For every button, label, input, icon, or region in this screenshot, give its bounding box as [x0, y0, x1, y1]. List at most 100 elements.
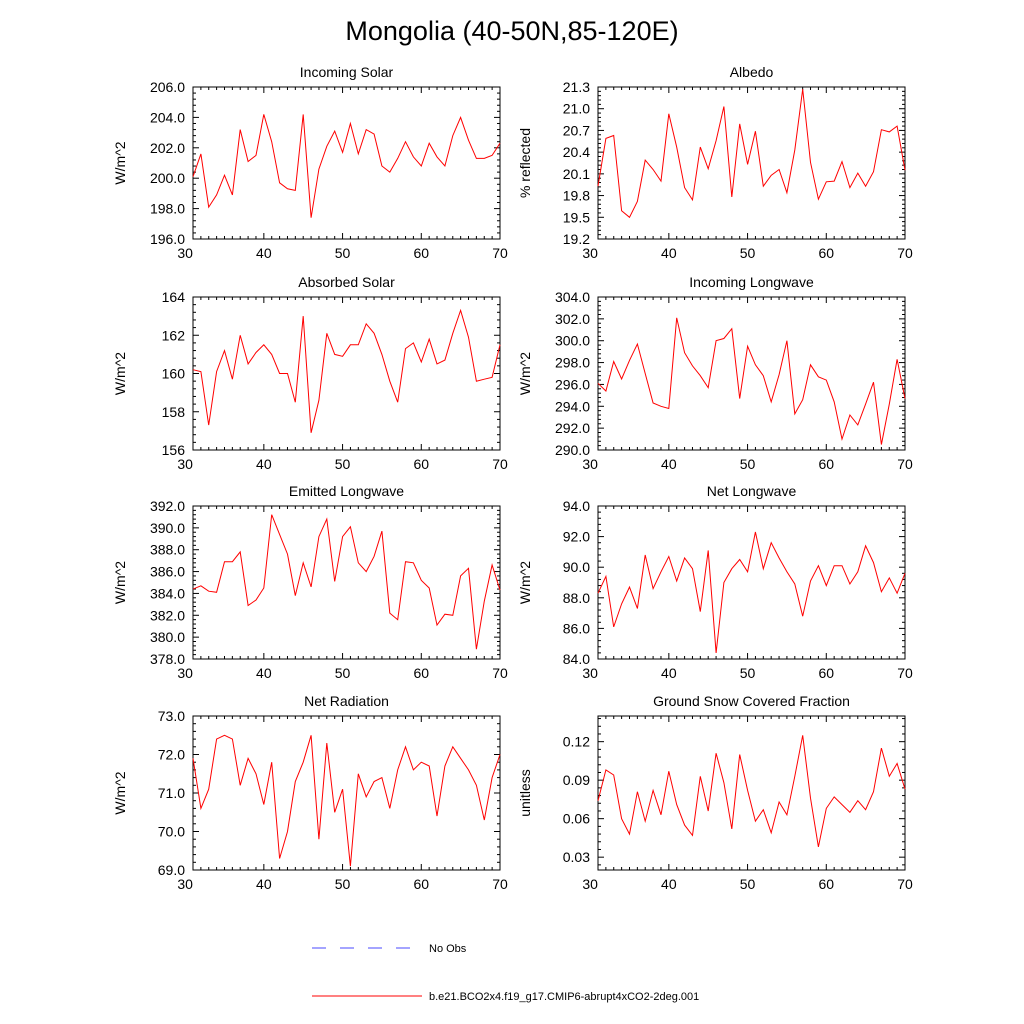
x-tick-label: 60 — [413, 245, 429, 261]
x-tick-label: 70 — [492, 665, 508, 681]
y-tick-label: 92.0 — [563, 529, 590, 545]
series-line — [597, 735, 906, 848]
x-tick-label: 30 — [582, 456, 598, 472]
x-tick-label: 60 — [818, 876, 834, 892]
x-tick-label: 40 — [256, 876, 272, 892]
y-tick-label: 298.0 — [555, 355, 590, 371]
chart-title: Net Longwave — [707, 483, 797, 499]
series-line — [597, 531, 906, 653]
x-tick-label: 30 — [582, 876, 598, 892]
y-tick-label: 21.0 — [563, 101, 590, 117]
x-tick-label: 50 — [335, 245, 351, 261]
y-tick-label: 73.0 — [158, 708, 185, 724]
x-tick-label: 70 — [897, 456, 913, 472]
y-tick-label: 162 — [162, 327, 186, 343]
legend-model-label: b.e21.BCO2x4.f19_g17.CMIP6-abrupt4xCO2-2… — [429, 991, 699, 1003]
y-tick-label: 292.0 — [555, 420, 590, 436]
y-tick-label: 158 — [162, 404, 186, 420]
chart-panel-7: Net Radiation W/m^2 30 40 50 60 70 69.0 70.0 71.0… — [112, 693, 508, 892]
y-tick-label: 204.0 — [150, 109, 185, 125]
y-tick-label: 0.12 — [563, 734, 590, 750]
x-tick-label: 60 — [413, 456, 429, 472]
series-line — [597, 89, 906, 219]
y-tick-label: 20.1 — [563, 166, 590, 182]
chart-title: Absorbed Solar — [298, 274, 395, 290]
x-tick-label: 40 — [256, 245, 272, 261]
chart-title: Albedo — [730, 64, 774, 80]
x-tick-label: 40 — [661, 245, 677, 261]
y-tick-label: 0.09 — [563, 772, 590, 788]
series-line — [597, 317, 906, 445]
chart-panel-8: Ground Snow Covered Fraction unitless 30 40… — [517, 693, 913, 892]
y-axis-label: W/m^2 — [112, 561, 128, 604]
y-tick-label: 69.0 — [158, 862, 185, 878]
x-tick-label: 30 — [582, 245, 598, 261]
x-tick-label: 40 — [661, 876, 677, 892]
x-tick-label: 50 — [740, 245, 756, 261]
x-tick-label: 60 — [818, 456, 834, 472]
x-tick-label: 70 — [492, 456, 508, 472]
y-axis-label: W/m^2 — [517, 352, 533, 395]
y-tick-label: 382.0 — [150, 607, 185, 623]
series-line — [192, 514, 501, 650]
y-tick-label: 294.0 — [555, 398, 590, 414]
y-tick-label: 290.0 — [555, 442, 590, 458]
y-tick-label: 198.0 — [150, 201, 185, 217]
y-tick-label: 19.8 — [563, 188, 590, 204]
y-axis-label: W/m^2 — [112, 771, 128, 814]
y-tick-label: 160 — [162, 366, 186, 382]
y-tick-label: 300.0 — [555, 333, 590, 349]
y-tick-label: 296.0 — [555, 376, 590, 392]
chart-panel-6: Net Longwave W/m^2 30 40 50 60 70 84.0 86.0 88.0 9… — [517, 483, 913, 681]
x-tick-label: 70 — [897, 876, 913, 892]
y-tick-label: 302.0 — [555, 311, 590, 327]
panels: Incoming Solar W/m^2 30 40 50 60 70 196.0 198.0 2… — [112, 64, 913, 892]
chart-panel-5: Emitted Longwave W/m^2 30 40 50 60 70 378.0 380.… — [112, 483, 508, 681]
figure-title: Mongolia (40-50N,85-120E) — [345, 16, 678, 46]
y-tick-label: 19.5 — [563, 209, 590, 225]
y-tick-label: 88.0 — [563, 590, 590, 606]
x-tick-label: 50 — [740, 665, 756, 681]
chart-title: Net Radiation — [304, 693, 389, 709]
y-tick-label: 392.0 — [150, 498, 185, 514]
chart-panel-4: Incoming Longwave W/m^2 30 40 50 60 70 290.0 292… — [517, 274, 913, 472]
x-tick-label: 60 — [818, 245, 834, 261]
y-tick-label: 304.0 — [555, 289, 590, 305]
plot-frame — [192, 715, 501, 871]
chart-title: Emitted Longwave — [289, 483, 404, 499]
y-tick-label: 196.0 — [150, 231, 185, 247]
y-tick-label: 21.3 — [563, 79, 590, 95]
chart-title: Incoming Longwave — [689, 274, 814, 290]
x-tick-label: 50 — [335, 876, 351, 892]
x-tick-label: 40 — [661, 456, 677, 472]
x-tick-label: 40 — [256, 665, 272, 681]
y-tick-label: 20.4 — [563, 144, 590, 160]
x-tick-label: 30 — [582, 665, 598, 681]
x-tick-label: 40 — [661, 665, 677, 681]
chart-panel-2: Albedo % reflected 30 40 50 60 70 19.2 19.5 19.8 2… — [517, 64, 913, 261]
plot-frame — [192, 296, 501, 451]
plot-frame — [597, 715, 906, 871]
y-tick-label: 206.0 — [150, 79, 185, 95]
y-tick-label: 0.06 — [563, 811, 590, 827]
x-tick-label: 70 — [492, 245, 508, 261]
x-tick-label: 30 — [177, 665, 193, 681]
x-tick-label: 60 — [413, 876, 429, 892]
chart-title: Ground Snow Covered Fraction — [653, 693, 850, 709]
y-tick-label: 71.0 — [158, 785, 185, 801]
y-tick-label: 86.0 — [563, 620, 590, 636]
plot-frame — [597, 86, 906, 240]
plot-frame — [597, 296, 906, 451]
y-tick-label: 202.0 — [150, 140, 185, 156]
y-tick-label: 378.0 — [150, 651, 185, 667]
series-line — [192, 308, 501, 433]
y-tick-label: 94.0 — [563, 498, 590, 514]
y-tick-label: 386.0 — [150, 564, 185, 580]
y-axis-label: W/m^2 — [517, 561, 533, 604]
y-tick-label: 20.7 — [563, 122, 590, 138]
y-axis-label: W/m^2 — [112, 141, 128, 184]
x-tick-label: 50 — [740, 456, 756, 472]
x-tick-label: 30 — [177, 876, 193, 892]
y-tick-label: 156 — [162, 442, 186, 458]
plot-frame — [192, 86, 501, 240]
